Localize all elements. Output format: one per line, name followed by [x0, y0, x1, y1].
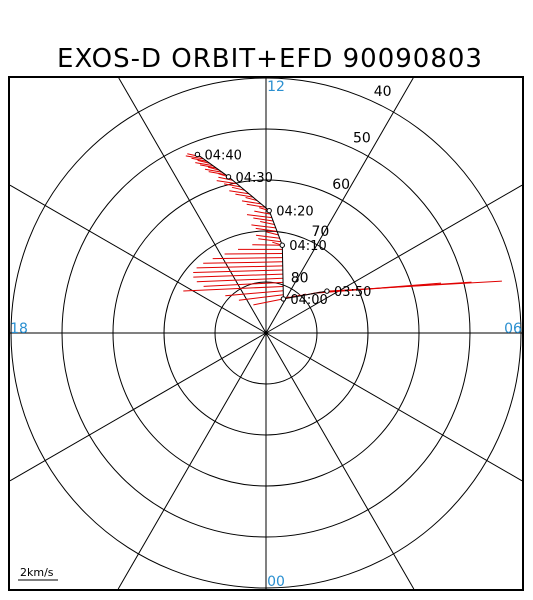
efield-vector	[255, 227, 278, 232]
efield-vector	[260, 221, 275, 225]
orbit-time-label: 04:20	[276, 205, 313, 220]
efield-vector	[225, 290, 284, 297]
efield-vector	[246, 203, 266, 208]
orbit-time-label: 04:10	[289, 239, 326, 254]
efield-vector	[197, 159, 211, 164]
mlt-label-00: 00	[267, 574, 285, 590]
efield-vector	[208, 171, 226, 176]
mlt-spoke	[265, 332, 523, 482]
plot-title: EXOS-D ORBIT+EFD 90090803	[57, 44, 483, 74]
efield-vector	[183, 286, 284, 292]
orbit-time-label: 04:40	[204, 148, 241, 163]
orbit-track	[197, 154, 327, 300]
mlt-spoke	[9, 184, 267, 334]
plot-frame	[8, 76, 524, 591]
efield-vector	[229, 190, 249, 195]
orbit-marker	[324, 288, 330, 294]
mlt-spoke	[265, 77, 414, 334]
efield-vector	[253, 217, 274, 222]
mlt-spoke	[117, 332, 267, 590]
efield-vector	[254, 210, 271, 215]
orbit-marker	[280, 296, 287, 302]
efield-vector	[258, 238, 282, 243]
efield-vector	[191, 157, 207, 162]
efield-vector	[196, 277, 283, 283]
efield-vector	[203, 281, 284, 287]
orbit-time-label: 04:00	[290, 293, 327, 308]
efield-vector	[207, 166, 220, 171]
efield-vector	[224, 253, 283, 255]
latitude-labels: 80 70 60 50 40	[291, 84, 392, 286]
mlt-label-18: 18	[10, 321, 28, 337]
latitude-label: 70	[311, 224, 329, 240]
efield-vector	[218, 176, 233, 181]
orbit-marker	[194, 151, 201, 158]
orbit-marker	[279, 242, 285, 248]
efield-vector	[251, 224, 276, 229]
orbit-marker	[225, 174, 232, 180]
efield-vector	[204, 168, 223, 173]
efield-vector	[246, 214, 272, 219]
latitude-label: 80	[291, 270, 309, 286]
orbit-time-label: 04:30	[235, 171, 272, 186]
efield-vector	[195, 162, 214, 167]
efield-vector	[196, 265, 283, 269]
orbit-time-markers: 03:50 04:00 04:10 04:20 04:30 04:40	[194, 148, 371, 308]
scale-label: 2km/s	[20, 566, 54, 579]
latitude-label: 40	[374, 84, 392, 100]
efield-vector	[212, 257, 283, 260]
latitude-label: 50	[353, 131, 371, 147]
mlt-spoke	[265, 332, 415, 590]
efield-vector	[241, 200, 262, 205]
efield-vector	[238, 294, 284, 301]
efield-vector	[193, 273, 283, 278]
efield-vector	[193, 269, 283, 273]
efield-vector	[245, 197, 258, 201]
efield-vector	[185, 155, 204, 160]
latitude-label: 60	[332, 177, 350, 193]
mlt-spoke	[118, 77, 267, 334]
efield-vector	[252, 244, 283, 246]
efield-vector	[255, 234, 280, 239]
efield-vector	[203, 261, 283, 264]
efield-vector	[199, 164, 217, 169]
mlt-spokes	[9, 77, 523, 590]
efield-vector	[235, 193, 253, 198]
efield-vector	[315, 282, 442, 294]
efield-vector	[216, 180, 237, 185]
efield-vector	[224, 183, 241, 188]
efield-vector	[253, 298, 284, 306]
efield-vector	[231, 186, 245, 191]
orbit-time-label: 03:50	[334, 285, 371, 300]
mlt-spoke	[265, 184, 523, 334]
mlt-label-12: 12	[267, 79, 285, 95]
mlt-label-06: 06	[504, 321, 522, 337]
mlt-spoke	[9, 332, 267, 482]
orbit-marker	[266, 207, 272, 214]
efield-vector	[266, 231, 279, 236]
